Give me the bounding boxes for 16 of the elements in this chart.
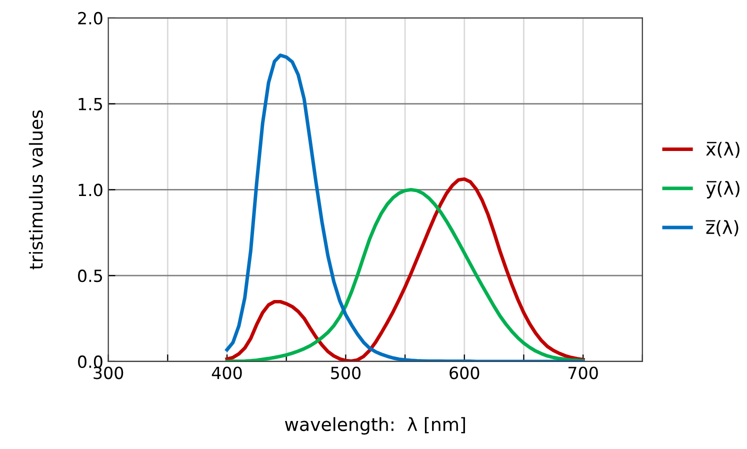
x-tick-label: 300 bbox=[94, 366, 124, 380]
x-tick-label: 500 bbox=[331, 366, 360, 380]
x-tick-label: 700 bbox=[568, 366, 598, 380]
x-tick-label: 600 bbox=[450, 366, 480, 380]
y-tick-label: 0.5 bbox=[78, 270, 102, 282]
legend-label: x̅(λ) bbox=[706, 142, 740, 158]
x-axis-title: wavelength: λ [nm] bbox=[284, 417, 465, 435]
x-tick-label: 400 bbox=[212, 366, 242, 380]
y-tick-label: 1.5 bbox=[78, 98, 102, 110]
legend-label: z̅(λ) bbox=[706, 220, 738, 236]
y-tick-label: 2.0 bbox=[78, 12, 102, 25]
legend-label: y̅(λ) bbox=[706, 180, 740, 198]
y-axis-title: tristimulus values bbox=[28, 110, 43, 270]
line-series bbox=[225, 53, 585, 362]
y-tick-label: 0.0 bbox=[78, 355, 102, 368]
y-tick-label: 1.0 bbox=[78, 184, 102, 196]
